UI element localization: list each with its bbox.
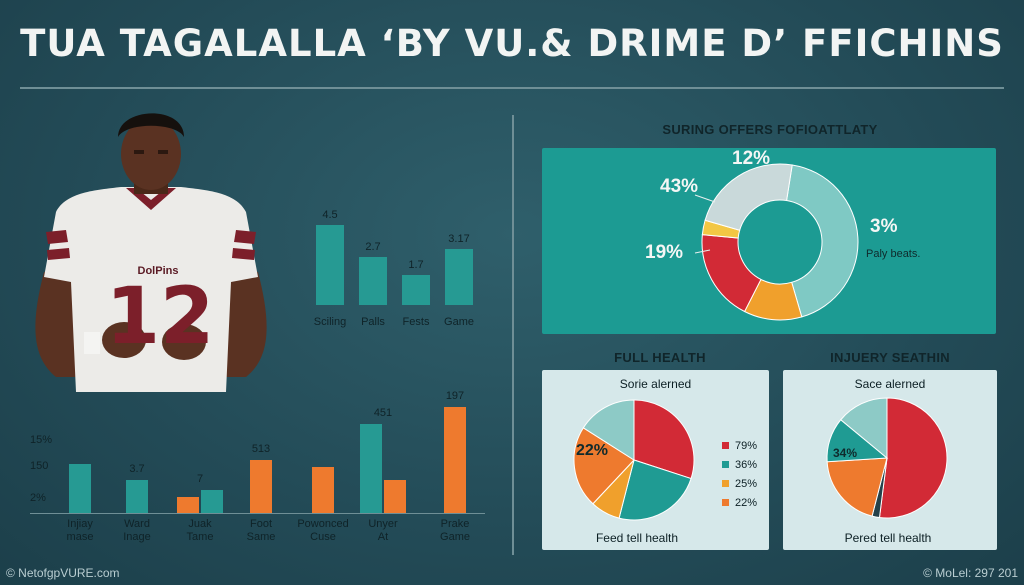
stats-bar bbox=[316, 225, 344, 305]
donut-leader-lines bbox=[694, 194, 716, 254]
health-pie-chart bbox=[573, 399, 695, 521]
stats-bar bbox=[445, 248, 473, 305]
legend-item: 22% bbox=[722, 493, 757, 512]
category-line: Injiay bbox=[67, 518, 93, 530]
pie-slice bbox=[633, 399, 695, 480]
injury-bar-category-label: Unyer At bbox=[347, 518, 419, 544]
category-line: Ward bbox=[124, 518, 150, 530]
jersey-brand: DolPins bbox=[137, 265, 179, 277]
injury-bar-category-label: Prake Game bbox=[419, 518, 491, 544]
stats-bar-value-label: 1.7 bbox=[408, 258, 424, 271]
y-tick-label: 2% bbox=[30, 492, 46, 504]
footer-left: © NetofgpVURE.com bbox=[6, 566, 120, 580]
stats-bar-category-label: Sciling bbox=[313, 316, 347, 328]
pie-slice bbox=[704, 163, 793, 231]
injury-bar-category-label: Ward Inage bbox=[101, 518, 173, 544]
donut-chart bbox=[701, 163, 859, 321]
legend-swatch bbox=[722, 442, 729, 449]
injury-bar-category-label: Juak Tame bbox=[164, 518, 236, 544]
injury-bar bbox=[444, 407, 466, 513]
stats-bar-category-label: Fests bbox=[402, 316, 430, 328]
injury-bar-value-label: 3.7 bbox=[129, 463, 145, 475]
footer-right: © MoLel: 297 201 bbox=[923, 566, 1018, 580]
injury-title: INJUERY SEATHIN bbox=[830, 350, 950, 365]
injury-bar bbox=[250, 460, 272, 513]
donut-title: SURING OFFERS FOFIOATTLATY bbox=[662, 122, 878, 137]
legend-item: 79% bbox=[722, 436, 757, 455]
injury-bar-category-label: Injiay mase bbox=[44, 518, 116, 544]
injury-bar bbox=[384, 480, 406, 513]
category-line: Inage bbox=[123, 531, 151, 543]
injury-footer: Pered tell health bbox=[844, 531, 932, 545]
donut-label-3: 3% bbox=[870, 216, 898, 237]
category-line: Cuse bbox=[310, 531, 336, 543]
category-line: Tame bbox=[186, 531, 214, 543]
injury-bar bbox=[201, 489, 223, 513]
pie-slice bbox=[573, 427, 635, 505]
pie-slice bbox=[826, 457, 888, 517]
injury-bar bbox=[360, 423, 382, 513]
injury-bar-category-label: Foot Same bbox=[225, 518, 297, 544]
injury-bar bbox=[126, 480, 148, 513]
donut-annotation: Paly beats. bbox=[866, 248, 921, 260]
legend-item: 25% bbox=[722, 474, 757, 493]
injury-bar bbox=[177, 496, 199, 513]
injury-pie-center-label: 34% bbox=[833, 446, 858, 460]
injury-bar-category-label: Powonced Cuse bbox=[287, 518, 359, 544]
category-line: Same bbox=[246, 531, 276, 543]
stats-bar-value-label: 3.17 bbox=[448, 232, 470, 245]
legend-label: 79% bbox=[735, 439, 758, 452]
donut-label-19: 19% bbox=[645, 242, 684, 263]
health-title: FULL HEALTH bbox=[614, 350, 706, 365]
legend-swatch bbox=[722, 480, 729, 487]
stats-bar bbox=[402, 274, 430, 305]
category-line: Prake bbox=[440, 518, 470, 530]
page-title: TUA TAGALALLA ‘BY VU.& DRIME D’ FFICHINS bbox=[20, 22, 1004, 65]
legend-item: 36% bbox=[722, 455, 757, 474]
x-axis-line bbox=[30, 513, 485, 514]
pie-slice bbox=[618, 459, 692, 521]
health-subtitle: Sorie alerned bbox=[619, 377, 692, 391]
pie-slice bbox=[840, 397, 888, 460]
injury-bar bbox=[69, 463, 91, 513]
player-illustration bbox=[35, 113, 267, 392]
y-tick-label: 150 bbox=[30, 460, 49, 472]
category-line: Foot bbox=[249, 518, 272, 530]
jersey-number: 12 bbox=[105, 272, 215, 362]
injury-bar-value-label: 451 bbox=[373, 406, 393, 419]
category-line: Game bbox=[440, 531, 470, 543]
category-line: At bbox=[377, 531, 389, 543]
stats-bar-value-label: 2.7 bbox=[365, 241, 381, 253]
health-footer: Feed tell health bbox=[595, 531, 679, 545]
injury-bar-value-label: 7 bbox=[196, 472, 204, 485]
legend-swatch bbox=[722, 461, 729, 468]
legend-label: 22% bbox=[735, 496, 758, 509]
legend-label: 36% bbox=[735, 458, 758, 471]
injury-bar-value-label: 513 bbox=[251, 443, 271, 456]
pie-slice bbox=[785, 164, 859, 318]
injury-bar bbox=[312, 466, 334, 513]
stats-bar-category-label: Game bbox=[444, 316, 474, 328]
category-line: Juak bbox=[188, 518, 212, 530]
health-pie-center-label: 22% bbox=[576, 442, 609, 459]
legend-label: 25% bbox=[735, 477, 758, 490]
legend-swatch bbox=[722, 499, 729, 506]
pie-slice bbox=[582, 399, 635, 461]
y-tick-label: 15% bbox=[30, 434, 53, 446]
vertical-divider bbox=[512, 115, 514, 555]
category-line: Powonced bbox=[297, 518, 349, 530]
health-legend: 79% 36% 25% 22% bbox=[722, 436, 757, 512]
stats-bar bbox=[359, 257, 387, 305]
donut-label-12: 12% bbox=[732, 148, 771, 169]
category-line: Unyer bbox=[368, 518, 398, 530]
title-divider bbox=[20, 87, 1004, 89]
pie-slice bbox=[878, 397, 948, 519]
injury-pie-chart bbox=[826, 397, 948, 519]
injury-subtitle: Sace alerned bbox=[854, 377, 926, 391]
category-line: mase bbox=[66, 531, 94, 543]
donut-label-43: 43% bbox=[660, 176, 699, 197]
stats-bar-category-label: Palls bbox=[361, 316, 385, 328]
stats-bar-value-label: 4.5 bbox=[322, 209, 338, 221]
injury-bar-value-label: 197 bbox=[445, 390, 465, 403]
